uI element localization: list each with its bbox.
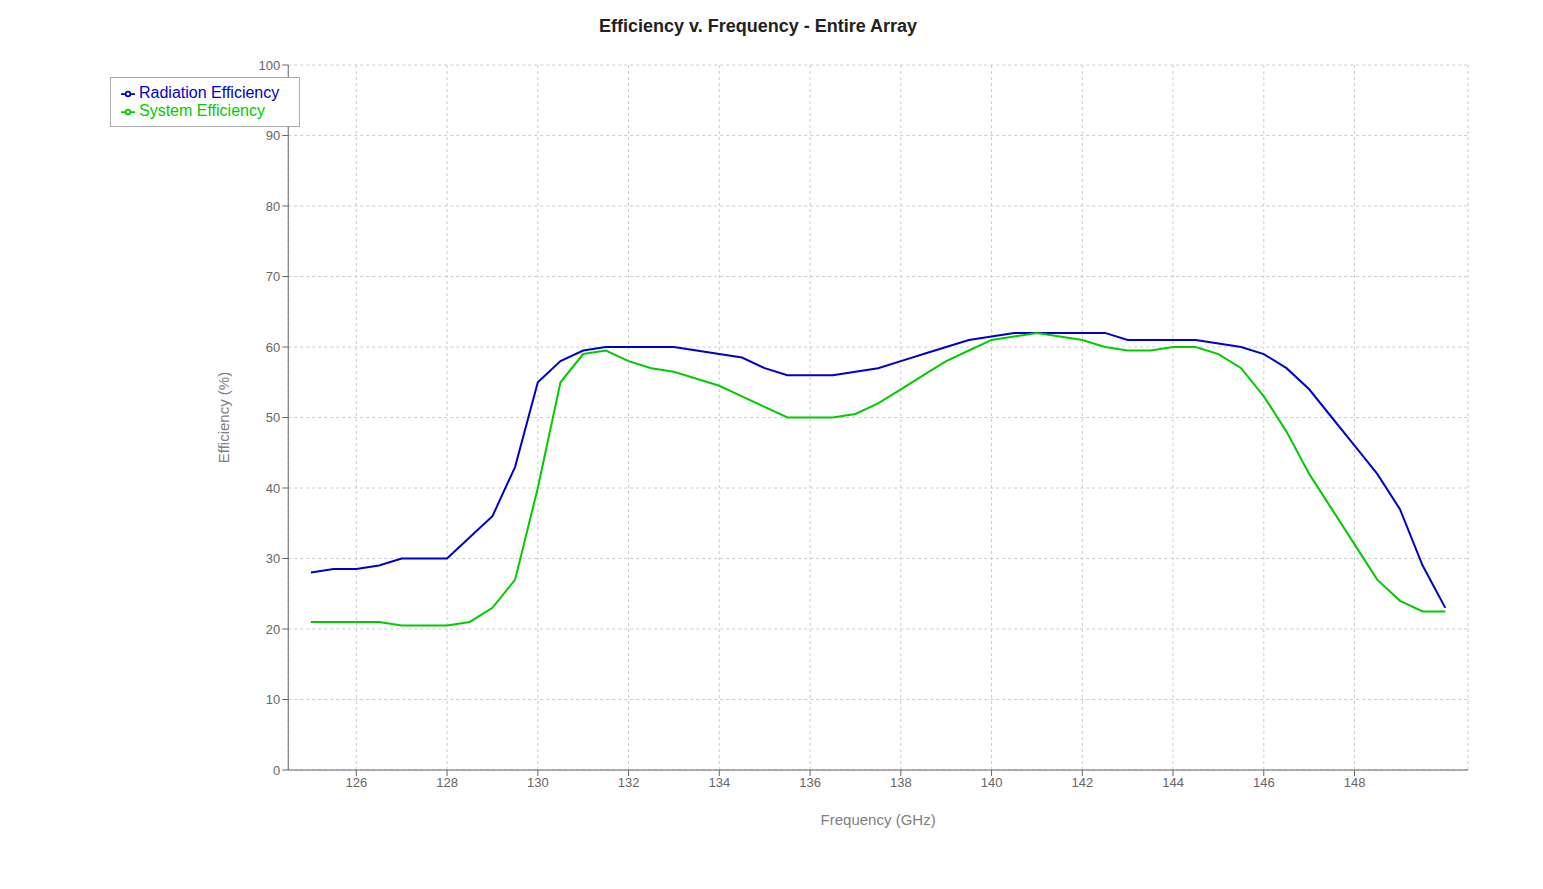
svg-text:40: 40	[266, 481, 280, 496]
svg-text:142: 142	[1071, 775, 1093, 790]
svg-text:50: 50	[266, 410, 280, 425]
svg-text:134: 134	[708, 775, 730, 790]
svg-text:90: 90	[266, 128, 280, 143]
svg-text:30: 30	[266, 551, 280, 566]
svg-text:10: 10	[266, 692, 280, 707]
svg-text:132: 132	[618, 775, 640, 790]
svg-text:144: 144	[1162, 775, 1184, 790]
svg-text:140: 140	[981, 775, 1003, 790]
svg-text:126: 126	[345, 775, 367, 790]
html-text:Radiation Efficiency: Radiation Efficiency	[139, 84, 280, 101]
svg-text:Efficiency (%): Efficiency (%)	[215, 372, 232, 463]
svg-text:60: 60	[266, 340, 280, 355]
html-text:Efficiency v. Frequency - Enti: Efficiency v. Frequency - Entire Array	[598, 16, 918, 36]
svg-text:136: 136	[799, 775, 821, 790]
svg-text:138: 138	[890, 775, 912, 790]
svg-text:70: 70	[266, 269, 280, 284]
svg-text:130: 130	[527, 775, 549, 790]
svg-text:146: 146	[1253, 775, 1275, 790]
svg-text:0: 0	[273, 763, 280, 778]
svg-text:Frequency (GHz): Frequency (GHz)	[821, 811, 936, 828]
svg-text:20: 20	[266, 622, 280, 637]
svg-text:148: 148	[1344, 775, 1366, 790]
svg-text:80: 80	[266, 199, 280, 214]
html-text:System Efficiency: System Efficiency	[139, 102, 265, 119]
svg-text:100: 100	[259, 58, 281, 73]
svg-text:128: 128	[436, 775, 458, 790]
